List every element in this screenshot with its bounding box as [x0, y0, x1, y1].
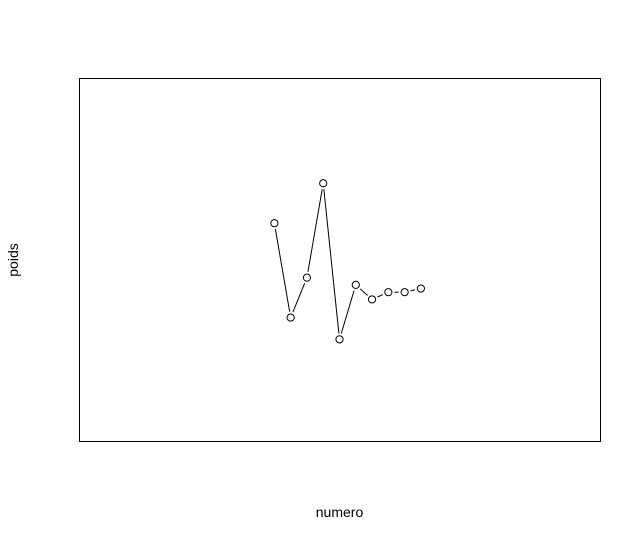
- series-0-segment-8: [410, 289, 416, 292]
- y-axis-label: poids: [5, 243, 21, 276]
- series-0-segment-1: [292, 283, 306, 313]
- series-0-point-4: [335, 335, 344, 344]
- series-0-point-3: [319, 179, 328, 188]
- series-0-point-0: [270, 219, 279, 228]
- series-0-point-1: [286, 313, 295, 322]
- series-0-point-9: [416, 284, 426, 293]
- series-0-segment-2: [307, 189, 323, 272]
- series-0-segment-5: [359, 288, 368, 296]
- x-axis-label: numero: [316, 504, 364, 520]
- series-0-point-5: [351, 280, 360, 290]
- series-0-point-2: [302, 273, 312, 282]
- plot-frame: [79, 78, 601, 442]
- series-0-segment-3: [323, 189, 340, 334]
- series-0-segment-6: [377, 294, 384, 298]
- series-0-segment-4: [340, 290, 355, 334]
- series-0-point-6: [367, 295, 377, 304]
- series-0-segment-0: [274, 229, 291, 312]
- series-0-point-7: [384, 288, 393, 297]
- series-0-point-8: [400, 288, 409, 297]
- series-layer: [270, 179, 426, 344]
